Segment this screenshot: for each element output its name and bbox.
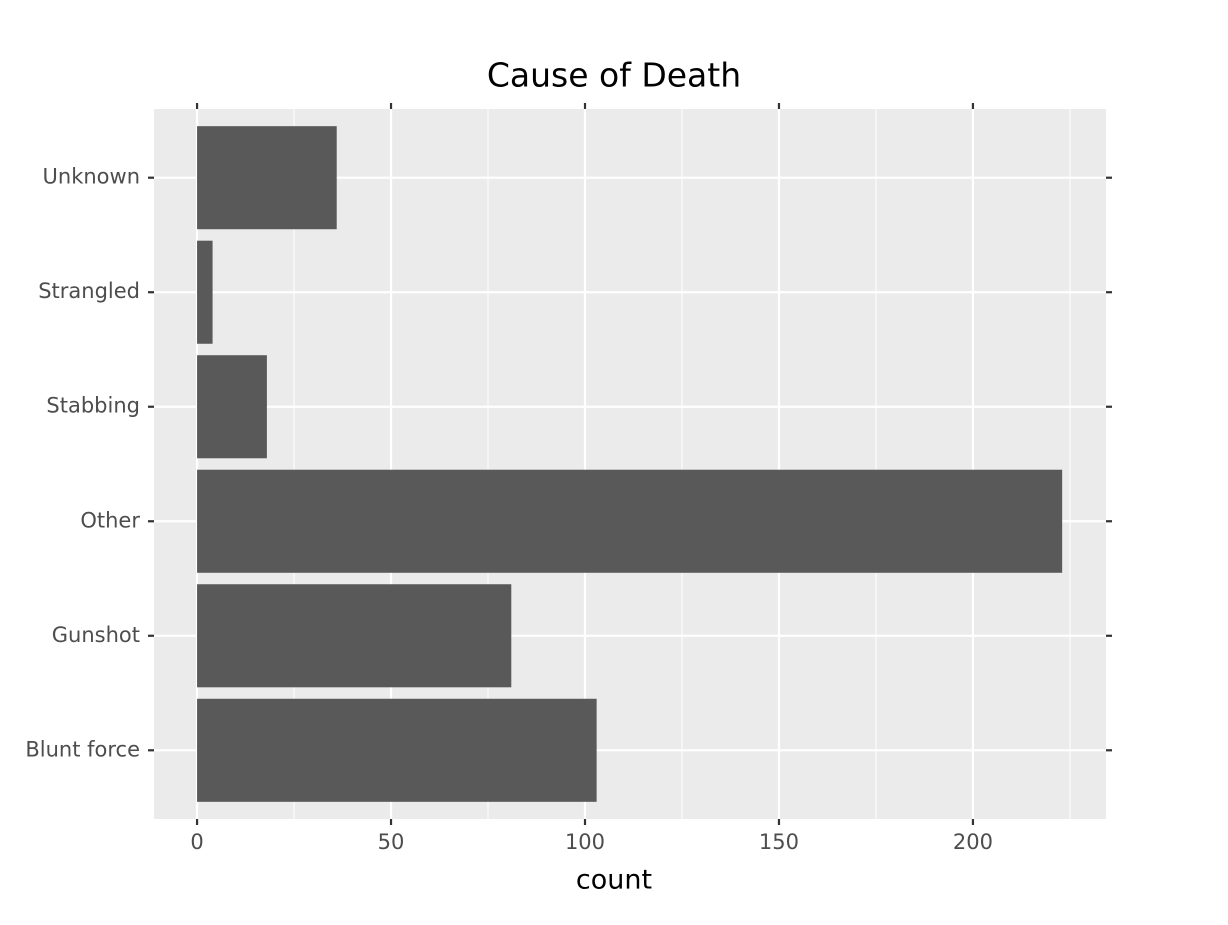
bar <box>197 584 512 688</box>
y-tick-label: Blunt force <box>25 737 140 761</box>
bar <box>197 698 597 802</box>
x-axis-label: count <box>576 865 652 896</box>
chart-title: Cause of Death <box>487 56 741 95</box>
y-tick-label: Unknown <box>43 165 140 189</box>
bar <box>197 355 267 459</box>
y-tick-label: Stabbing <box>46 394 140 418</box>
x-tick-label: 100 <box>565 830 605 854</box>
x-tick-label: 150 <box>759 830 799 854</box>
x-tick-label: 0 <box>190 830 203 854</box>
x-tick-label: 200 <box>953 830 993 854</box>
bar <box>197 240 213 344</box>
bar <box>197 126 337 230</box>
x-tick-label: 50 <box>378 830 405 854</box>
y-tick-label: Strangled <box>38 279 140 303</box>
y-tick-label: Other <box>80 508 140 532</box>
bar <box>197 469 1063 573</box>
y-tick-label: Gunshot <box>52 623 140 647</box>
